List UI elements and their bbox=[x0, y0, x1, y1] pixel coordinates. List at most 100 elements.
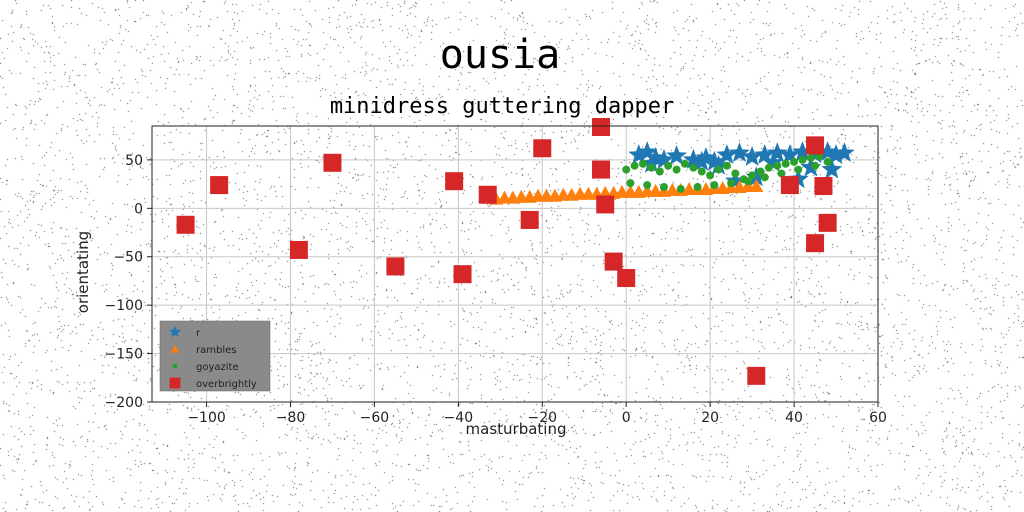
overbrightly-point bbox=[617, 269, 636, 288]
chart-subtitle: minidress guttering dapper bbox=[329, 94, 675, 119]
r-point bbox=[762, 151, 784, 172]
overbrightly-point bbox=[445, 172, 464, 191]
r-point bbox=[695, 147, 717, 167]
y-tick-label: −200 bbox=[105, 395, 143, 411]
goyazite-point bbox=[760, 173, 769, 182]
goyazite-point bbox=[777, 169, 786, 178]
y-tick-label: −150 bbox=[105, 347, 143, 363]
goyazite-point bbox=[626, 179, 635, 188]
overbrightly-point bbox=[323, 153, 342, 172]
r-point bbox=[779, 144, 801, 164]
r-point bbox=[724, 170, 746, 191]
goyazite-point bbox=[647, 163, 656, 172]
r-point bbox=[653, 148, 675, 169]
y-tick-label: 50 bbox=[125, 153, 143, 169]
overbrightly-point bbox=[210, 176, 229, 195]
goyazite-point bbox=[790, 157, 799, 166]
goyazite-point bbox=[630, 161, 639, 170]
legend-label-overbrightly: overbrightly bbox=[196, 379, 257, 390]
r-point bbox=[792, 141, 813, 161]
r-point bbox=[766, 142, 788, 162]
y-axis-label: orientating bbox=[74, 231, 92, 313]
overbrightly-point bbox=[806, 234, 825, 253]
r-point bbox=[834, 142, 855, 162]
goyazite-point bbox=[794, 165, 803, 174]
rambles-point bbox=[749, 179, 764, 193]
x-tick-label: −100 bbox=[187, 410, 225, 426]
overbrightly-point bbox=[520, 210, 539, 229]
goyazite-point bbox=[748, 171, 757, 180]
goyazite-point bbox=[811, 161, 820, 170]
legend-label-r: r bbox=[196, 328, 201, 339]
x-tick-label: −80 bbox=[276, 410, 306, 426]
plot-frame bbox=[151, 125, 879, 403]
goyazite-point bbox=[655, 167, 664, 176]
r-point bbox=[741, 146, 763, 166]
r-point bbox=[825, 144, 847, 164]
overbrightly-point bbox=[176, 215, 195, 234]
x-tick-label: 60 bbox=[869, 410, 887, 426]
goyazite-point bbox=[823, 157, 832, 166]
goyazite-point bbox=[798, 155, 807, 164]
r-point bbox=[666, 145, 687, 165]
overbrightly-point bbox=[604, 252, 623, 271]
goyazite-point bbox=[722, 161, 731, 170]
legend-marker-r bbox=[168, 325, 182, 338]
x-tick-label: 0 bbox=[622, 410, 631, 426]
goyazite-point bbox=[643, 181, 652, 190]
goyazite-point bbox=[664, 161, 673, 170]
legend-label-rambles: rambles bbox=[196, 345, 236, 356]
overbrightly-point bbox=[747, 366, 766, 385]
r-point bbox=[817, 141, 839, 161]
r-point bbox=[745, 166, 767, 187]
y-tick-label: 0 bbox=[134, 201, 143, 217]
overbrightly-point bbox=[478, 185, 497, 204]
legend-label-goyazite: goyazite bbox=[196, 362, 239, 373]
r-point bbox=[754, 144, 776, 164]
x-tick-label: −60 bbox=[360, 410, 390, 426]
r-point bbox=[708, 154, 729, 175]
y-axis-ticks: −200 −150 −100 −50 0 50 bbox=[105, 153, 152, 411]
overbrightly-point bbox=[596, 195, 615, 214]
y-tick-label: −50 bbox=[113, 250, 143, 266]
legend-marker-rambles bbox=[170, 344, 180, 353]
goyazite-point bbox=[697, 167, 706, 176]
overbrightly-point bbox=[592, 117, 611, 136]
goyazite-point bbox=[659, 183, 668, 192]
goyazite-point bbox=[727, 179, 736, 188]
goyazite-point bbox=[689, 163, 698, 172]
x-axis-label: masturbating bbox=[466, 420, 567, 438]
chart-title: ousia bbox=[439, 32, 561, 78]
overbrightly-point bbox=[780, 176, 799, 195]
r-point bbox=[636, 141, 658, 161]
y-tick-label: −100 bbox=[105, 298, 143, 314]
x-tick-label: 40 bbox=[785, 410, 803, 426]
legend: r rambles goyazite overbrightly bbox=[159, 320, 271, 392]
goyazite-point bbox=[731, 169, 740, 178]
r-point bbox=[691, 150, 713, 171]
x-tick-label: −40 bbox=[444, 410, 474, 426]
goyazite-point bbox=[638, 159, 647, 168]
goyazite-point bbox=[680, 159, 689, 168]
legend-marker-overbrightly bbox=[169, 377, 181, 389]
overbrightly-point bbox=[818, 213, 837, 232]
goyazite-point bbox=[781, 159, 790, 168]
r-point bbox=[729, 142, 750, 162]
overbrightly-point bbox=[806, 136, 825, 155]
overbrightly-point bbox=[533, 139, 552, 158]
overbrightly-point bbox=[289, 240, 308, 259]
r-point bbox=[703, 150, 725, 171]
goyazite-point bbox=[756, 167, 765, 176]
goyazite-point bbox=[773, 161, 782, 170]
r-point bbox=[821, 158, 843, 179]
x-tick-label: −20 bbox=[528, 410, 558, 426]
x-axis-ticks: −100 −80 −60 −40 −20 0 20 40 60 bbox=[187, 402, 887, 426]
goyazite-point bbox=[676, 184, 685, 193]
r-point bbox=[640, 152, 662, 173]
goyazite-point bbox=[693, 183, 702, 192]
overbrightly-point bbox=[814, 177, 833, 196]
overbrightly-point bbox=[592, 160, 611, 179]
data-points bbox=[176, 117, 855, 385]
